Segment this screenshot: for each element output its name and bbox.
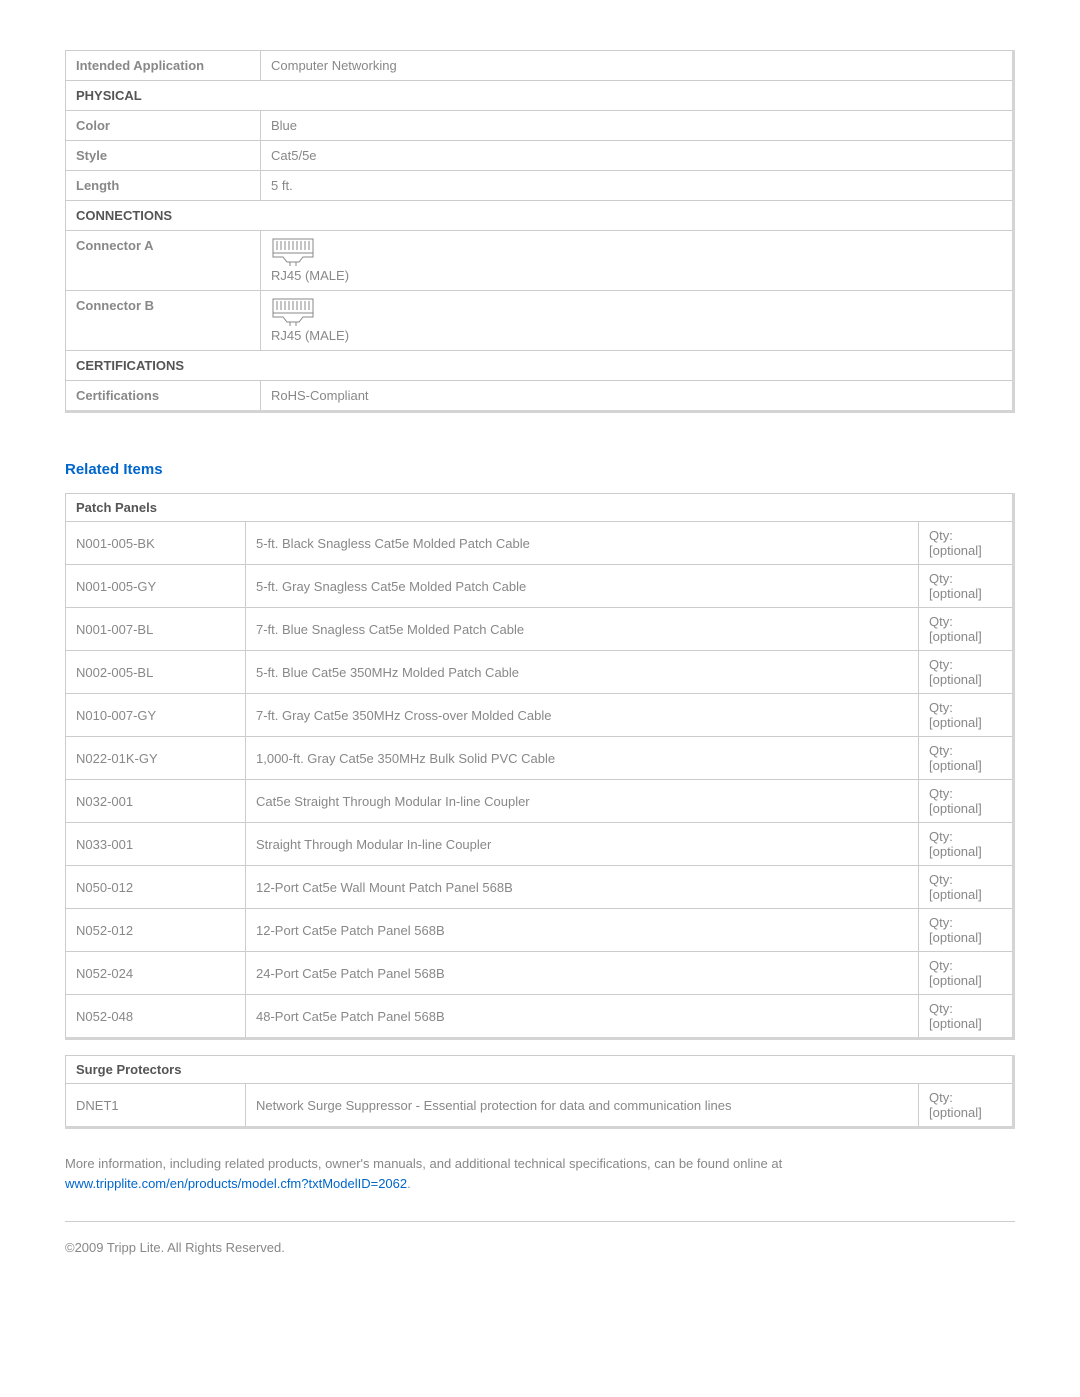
related-item-sku: N032-001 bbox=[66, 780, 246, 823]
related-group-header-label: Surge Protectors bbox=[66, 1056, 1014, 1084]
related-item-row: N022-01K-GY1,000-ft. Gray Cat5e 350MHz B… bbox=[66, 737, 1014, 780]
specs-table: Intended Application Computer Networking… bbox=[65, 50, 1015, 413]
related-item-row: N050-01212-Port Cat5e Wall Mount Patch P… bbox=[66, 866, 1014, 909]
related-item-sku: N001-007-BL bbox=[66, 608, 246, 651]
related-table: Surge ProtectorsDNET1Network Surge Suppr… bbox=[65, 1055, 1015, 1129]
related-item-sku: N052-012 bbox=[66, 909, 246, 952]
table-row: Color Blue bbox=[66, 111, 1014, 141]
connector-label: RJ45 (MALE) bbox=[271, 268, 1002, 283]
section-header-physical: PHYSICAL bbox=[66, 81, 1014, 111]
related-group-header: Patch Panels bbox=[66, 494, 1014, 522]
related-item-row: N033-001Straight Through Modular In-line… bbox=[66, 823, 1014, 866]
copyright-text: ©2009 Tripp Lite. All Rights Reserved. bbox=[65, 1240, 1015, 1255]
spec-label: Color bbox=[66, 111, 261, 141]
related-item-row: N001-007-BL7-ft. Blue Snagless Cat5e Mol… bbox=[66, 608, 1014, 651]
related-item-desc: 12-Port Cat5e Wall Mount Patch Panel 568… bbox=[246, 866, 919, 909]
related-item-desc: 5-ft. Blue Cat5e 350MHz Molded Patch Cab… bbox=[246, 651, 919, 694]
related-item-qty: Qty: [optional] bbox=[919, 737, 1014, 780]
rj45-icon bbox=[271, 298, 1002, 326]
related-item-qty: Qty: [optional] bbox=[919, 909, 1014, 952]
table-row: Style Cat5/5e bbox=[66, 141, 1014, 171]
related-item-sku: N002-005-BL bbox=[66, 651, 246, 694]
more-info-prefix: More information, including related prod… bbox=[65, 1156, 782, 1171]
spec-value: 5 ft. bbox=[261, 171, 1014, 201]
spec-value: Computer Networking bbox=[261, 51, 1014, 81]
spec-label: Connector A bbox=[66, 231, 261, 291]
related-item-sku: N022-01K-GY bbox=[66, 737, 246, 780]
divider bbox=[65, 1221, 1015, 1222]
spec-label: Certifications bbox=[66, 381, 261, 412]
related-item-qty: Qty: [optional] bbox=[919, 995, 1014, 1039]
related-item-qty: Qty: [optional] bbox=[919, 694, 1014, 737]
table-row: Length 5 ft. bbox=[66, 171, 1014, 201]
related-item-row: N032-001Cat5e Straight Through Modular I… bbox=[66, 780, 1014, 823]
related-items-heading: Related Items bbox=[65, 461, 1015, 478]
related-item-qty: Qty: [optional] bbox=[919, 565, 1014, 608]
related-item-sku: DNET1 bbox=[66, 1084, 246, 1128]
related-items-container: Patch PanelsN001-005-BK5-ft. Black Snagl… bbox=[65, 493, 1015, 1129]
related-item-row: N010-007-GY7-ft. Gray Cat5e 350MHz Cross… bbox=[66, 694, 1014, 737]
related-item-qty: Qty: [optional] bbox=[919, 1084, 1014, 1128]
related-item-qty: Qty: [optional] bbox=[919, 780, 1014, 823]
related-item-sku: N033-001 bbox=[66, 823, 246, 866]
related-item-row: N001-005-GY5-ft. Gray Snagless Cat5e Mol… bbox=[66, 565, 1014, 608]
spec-label: Intended Application bbox=[66, 51, 261, 81]
related-item-sku: N001-005-GY bbox=[66, 565, 246, 608]
section-header-label: PHYSICAL bbox=[66, 81, 1014, 111]
related-item-qty: Qty: [optional] bbox=[919, 651, 1014, 694]
spec-label: Length bbox=[66, 171, 261, 201]
related-item-desc: 1,000-ft. Gray Cat5e 350MHz Bulk Solid P… bbox=[246, 737, 919, 780]
table-row: Connector B RJ45 (MALE) bbox=[66, 291, 1014, 351]
related-item-desc: Straight Through Modular In-line Coupler bbox=[246, 823, 919, 866]
related-item-desc: 5-ft. Black Snagless Cat5e Molded Patch … bbox=[246, 522, 919, 565]
spec-value: Cat5/5e bbox=[261, 141, 1014, 171]
table-row: Certifications RoHS-Compliant bbox=[66, 381, 1014, 412]
related-item-desc: 12-Port Cat5e Patch Panel 568B bbox=[246, 909, 919, 952]
related-table: Patch PanelsN001-005-BK5-ft. Black Snagl… bbox=[65, 493, 1015, 1040]
spec-value: Blue bbox=[261, 111, 1014, 141]
related-item-desc: Cat5e Straight Through Modular In-line C… bbox=[246, 780, 919, 823]
more-info-period: . bbox=[407, 1176, 411, 1191]
related-item-sku: N052-048 bbox=[66, 995, 246, 1039]
related-group-header: Surge Protectors bbox=[66, 1056, 1014, 1084]
related-item-row: N001-005-BK5-ft. Black Snagless Cat5e Mo… bbox=[66, 522, 1014, 565]
related-item-sku: N050-012 bbox=[66, 866, 246, 909]
section-header-label: CONNECTIONS bbox=[66, 201, 1014, 231]
related-item-sku: N052-024 bbox=[66, 952, 246, 995]
rj45-icon bbox=[271, 238, 1002, 266]
related-item-desc: 7-ft. Blue Snagless Cat5e Molded Patch C… bbox=[246, 608, 919, 651]
section-header-label: CERTIFICATIONS bbox=[66, 351, 1014, 381]
related-item-row: N052-02424-Port Cat5e Patch Panel 568BQt… bbox=[66, 952, 1014, 995]
table-row: Intended Application Computer Networking bbox=[66, 51, 1014, 81]
related-item-row: N052-04848-Port Cat5e Patch Panel 568BQt… bbox=[66, 995, 1014, 1039]
related-item-qty: Qty: [optional] bbox=[919, 823, 1014, 866]
related-item-sku: N001-005-BK bbox=[66, 522, 246, 565]
spec-value: RoHS-Compliant bbox=[261, 381, 1014, 412]
related-item-desc: 7-ft. Gray Cat5e 350MHz Cross-over Molde… bbox=[246, 694, 919, 737]
section-header-certifications: CERTIFICATIONS bbox=[66, 351, 1014, 381]
section-header-connections: CONNECTIONS bbox=[66, 201, 1014, 231]
table-row: Connector A RJ45 (MALE) bbox=[66, 231, 1014, 291]
related-item-qty: Qty: [optional] bbox=[919, 522, 1014, 565]
related-item-sku: N010-007-GY bbox=[66, 694, 246, 737]
related-item-row: N052-01212-Port Cat5e Patch Panel 568BQt… bbox=[66, 909, 1014, 952]
related-item-qty: Qty: [optional] bbox=[919, 952, 1014, 995]
related-item-row: N002-005-BL5-ft. Blue Cat5e 350MHz Molde… bbox=[66, 651, 1014, 694]
related-item-desc: 24-Port Cat5e Patch Panel 568B bbox=[246, 952, 919, 995]
more-info-text: More information, including related prod… bbox=[65, 1154, 1015, 1193]
related-item-qty: Qty: [optional] bbox=[919, 866, 1014, 909]
related-item-desc: Network Surge Suppressor - Essential pro… bbox=[246, 1084, 919, 1128]
spec-label: Style bbox=[66, 141, 261, 171]
related-item-qty: Qty: [optional] bbox=[919, 608, 1014, 651]
related-group-header-label: Patch Panels bbox=[66, 494, 1014, 522]
connector-cell: RJ45 (MALE) bbox=[261, 291, 1014, 351]
connector-cell: RJ45 (MALE) bbox=[261, 231, 1014, 291]
more-info-link[interactable]: www.tripplite.com/en/products/model.cfm?… bbox=[65, 1176, 407, 1191]
related-item-row: DNET1Network Surge Suppressor - Essentia… bbox=[66, 1084, 1014, 1128]
related-item-desc: 48-Port Cat5e Patch Panel 568B bbox=[246, 995, 919, 1039]
connector-label: RJ45 (MALE) bbox=[271, 328, 1002, 343]
spec-label: Connector B bbox=[66, 291, 261, 351]
related-item-desc: 5-ft. Gray Snagless Cat5e Molded Patch C… bbox=[246, 565, 919, 608]
